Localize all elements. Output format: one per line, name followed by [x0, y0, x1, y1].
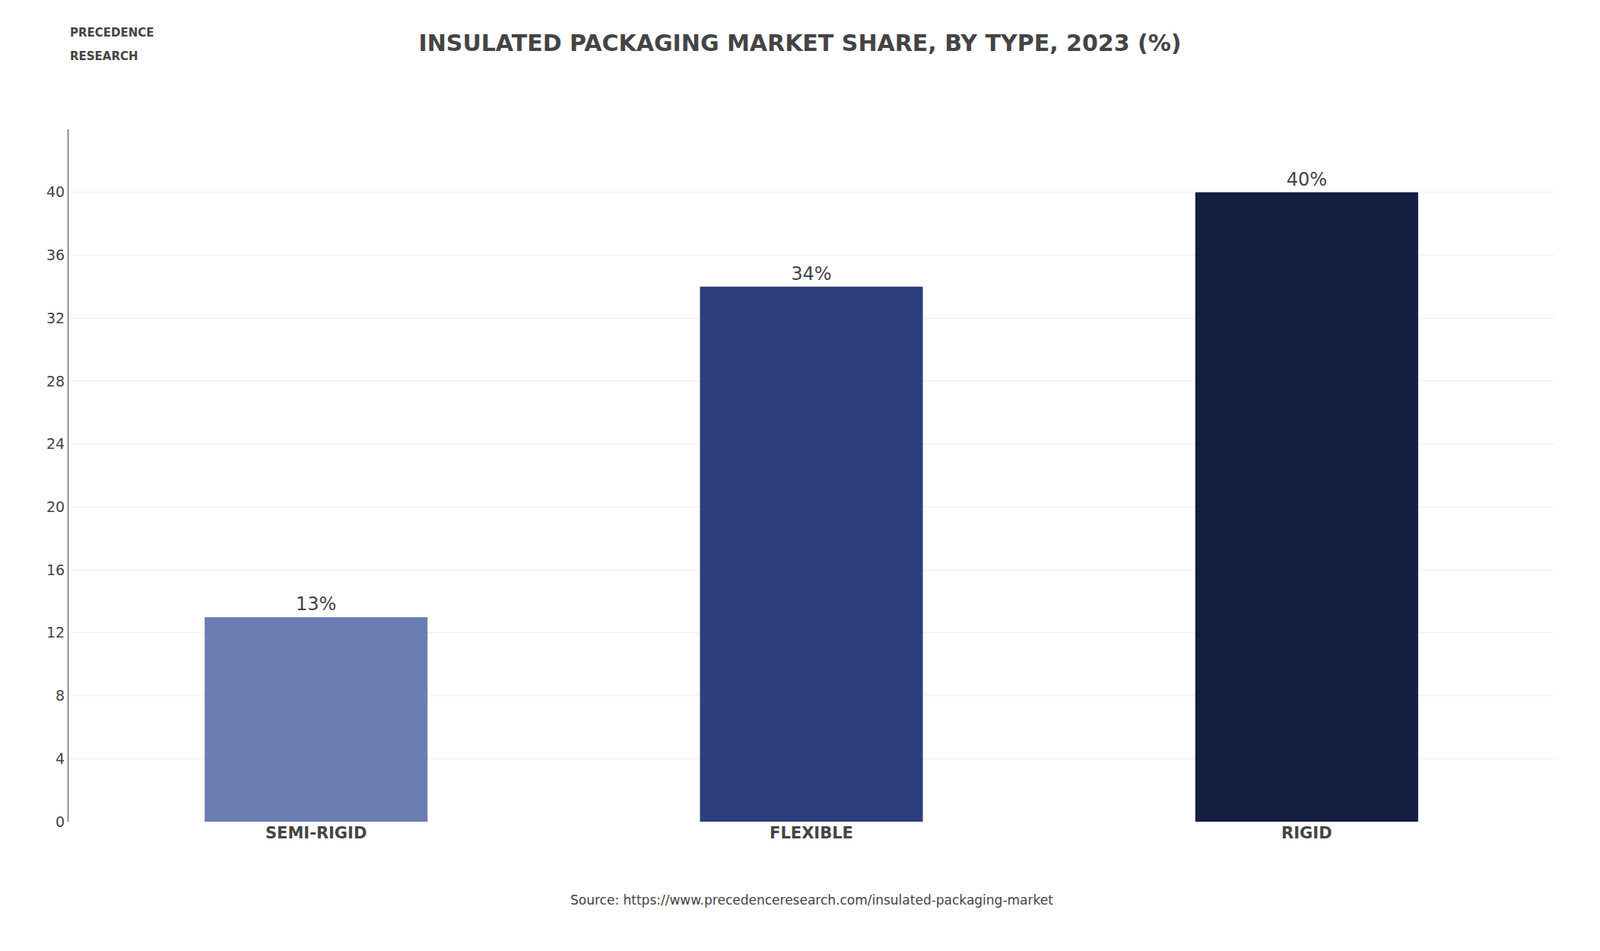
- svg-text:40: 40: [46, 183, 65, 200]
- svg-text:0: 0: [55, 812, 65, 830]
- svg-text:16: 16: [46, 561, 65, 578]
- svg-text:34%: 34%: [790, 263, 832, 285]
- svg-text:INSULATED PACKAGING MARKET SHA: INSULATED PACKAGING MARKET SHARE, BY TYP…: [419, 29, 1182, 57]
- svg-text:28: 28: [46, 372, 65, 390]
- svg-text:12: 12: [46, 623, 65, 641]
- svg-text:RESEARCH: RESEARCH: [69, 49, 139, 64]
- svg-text:32: 32: [46, 309, 65, 327]
- svg-text:FLEXIBLE: FLEXIBLE: [769, 823, 854, 842]
- svg-text:13%: 13%: [295, 593, 337, 615]
- svg-text:36: 36: [46, 246, 65, 264]
- svg-text:8: 8: [55, 686, 65, 704]
- svg-text:RIGID: RIGID: [1281, 823, 1332, 842]
- svg-text:4: 4: [55, 749, 65, 767]
- svg-text:20: 20: [46, 498, 65, 515]
- svg-text:24: 24: [46, 434, 65, 452]
- svg-text:PRECEDENCE: PRECEDENCE: [69, 25, 155, 40]
- svg-text:Source: https://www.precedence: Source: https://www.precedenceresearch.c…: [570, 892, 1054, 908]
- svg-text:40%: 40%: [1286, 168, 1327, 191]
- svg-text:SEMI-RIGID: SEMI-RIGID: [265, 823, 367, 842]
